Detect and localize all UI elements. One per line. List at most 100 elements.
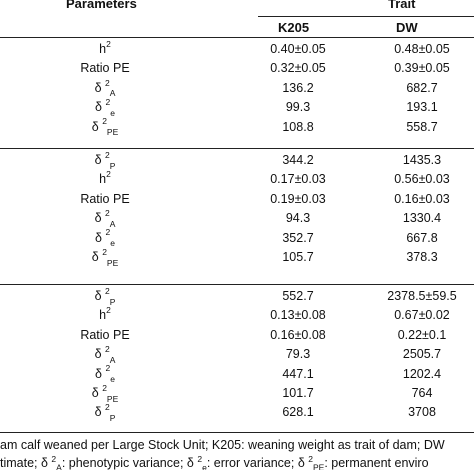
k205-value: 0.13±0.08 [270, 308, 326, 323]
table-row: δ 2PE 101.7 764 [0, 384, 474, 403]
parameter-cell: δ 2P [55, 151, 155, 170]
parameter-symbol: δ [94, 347, 102, 362]
footnote-fragment: e [202, 462, 207, 470]
parameter-subscript: P [109, 412, 116, 423]
parameter-superscript: 2 [105, 97, 111, 108]
parameter-superscript: 2 [105, 363, 111, 374]
parameter-symbol: δ [95, 366, 102, 381]
parameter-symbol: δ [91, 119, 99, 134]
footnote-fragment: : phenotypic variance; δ [61, 456, 198, 470]
k205-value: 0.32±0.05 [270, 61, 326, 76]
table-row: Ratio PE 0.32±0.05 0.39±0.05 [0, 59, 474, 78]
parameter-symbol: h [99, 172, 107, 187]
parameter-symbol: δ [94, 153, 102, 167]
section-divider [0, 284, 474, 285]
table-row: h2 0.17±0.03 0.56±0.03 [0, 170, 474, 189]
parameter-cell: δ 2e [55, 363, 155, 385]
parameter-subscript: e [110, 374, 115, 385]
k205-value: 99.3 [285, 100, 311, 115]
parameter-cell: h2 [55, 40, 155, 59]
table-row: δ 2P 552.7 2378.5±59.5 [0, 287, 474, 306]
dw-value: 0.56±0.03 [394, 172, 450, 187]
parameter-cell: δ 2A [55, 345, 155, 364]
footnote-fragment: PE [312, 462, 325, 470]
table-row: δ 2PE 108.8 558.7 [0, 117, 474, 137]
header-rule [0, 37, 474, 38]
dw-value: 0.48±0.05 [394, 42, 450, 56]
footnote-line-2: timate; δ 2A: phenotypic variance; δ 2e:… [0, 456, 474, 470]
parameter-superscript: 2 [106, 169, 111, 180]
k205-value: 136.2 [282, 80, 314, 95]
parameter-cell: δ 2PE [55, 384, 155, 403]
k205-value: 344.2 [282, 153, 314, 167]
parameter-symbol: δ [91, 250, 99, 264]
k205-value: 628.1 [282, 405, 314, 420]
parameter-symbol: δ [94, 211, 102, 226]
k205-value: 108.8 [282, 119, 314, 134]
parameter-subscript: P [109, 160, 116, 171]
parameter-symbol: Ratio PE [80, 327, 130, 342]
parameter-subscript: e [110, 107, 115, 118]
k205-value: 79.3 [285, 347, 311, 362]
parameter-subscript: e [110, 238, 115, 249]
parameter-superscript: 2 [105, 402, 110, 413]
header-dw: DW [396, 20, 418, 35]
parameter-superscript: 2 [102, 382, 107, 393]
parameter-cell: δ 2PE [55, 117, 155, 137]
table-row: δ 2A 79.3 2505.7 [0, 345, 474, 364]
k205-value: 101.7 [282, 386, 314, 400]
dw-value: 1330.4 [402, 211, 442, 226]
parameter-superscript: 2 [105, 344, 110, 355]
parameter-superscript: 2 [102, 246, 107, 257]
dw-value: 0.67±0.02 [394, 308, 450, 323]
parameter-cell: δ 2P [55, 403, 155, 422]
dw-value: 1435.3 [402, 153, 442, 167]
footnote-fragment: 2 [197, 456, 203, 464]
footnote-line-1: am calf weaned per Large Stock Unit; K20… [0, 438, 445, 452]
table-row: Ratio PE 0.19±0.03 0.16±0.03 [0, 190, 474, 209]
dw-value: 0.39±0.05 [394, 61, 450, 76]
table-row: δ 2A 136.2 682.7 [0, 77, 474, 98]
parameter-superscript: 2 [105, 227, 111, 238]
footnote-fragment: 2 [51, 456, 57, 464]
k205-value: 94.3 [285, 211, 311, 226]
header-trait: Trait [388, 0, 416, 11]
footnote-fragment: 2 [308, 456, 313, 464]
parameter-superscript: 2 [106, 305, 111, 316]
dw-value: 667.8 [406, 230, 438, 245]
parameter-symbol: δ [95, 230, 102, 245]
parameter-cell: Ratio PE [55, 59, 155, 78]
header-k205: K205 [278, 20, 310, 35]
parameter-symbol: h [99, 308, 107, 323]
table-row: δ 2e 447.1 1202.4 [0, 363, 474, 385]
parameter-subscript: P [109, 296, 116, 307]
dw-value: 764 [411, 386, 433, 400]
parameter-cell: Ratio PE [55, 326, 155, 345]
footnote-fragment: A [56, 462, 62, 470]
dw-value: 558.7 [406, 119, 438, 134]
parameter-superscript: 2 [105, 208, 110, 219]
footnote-fragment: : permanent enviro [324, 456, 429, 470]
parameter-cell: δ 2A [55, 209, 155, 228]
parameter-cell: δ 2PE [55, 248, 155, 267]
table-row: Ratio PE 0.16±0.08 0.22±0.1 [0, 326, 474, 345]
table-bottom-rule [0, 432, 474, 433]
parameter-cell: δ 2A [55, 77, 155, 98]
parameter-superscript: 2 [105, 77, 110, 88]
table-row: δ 2e 352.7 667.8 [0, 227, 474, 249]
parameter-subscript: PE [106, 393, 119, 404]
table-row: δ 2P 344.2 1435.3 [0, 151, 474, 170]
table-row: δ 2P 628.1 3708 [0, 403, 474, 422]
parameter-symbol: δ [95, 100, 102, 115]
k205-value: 447.1 [282, 366, 314, 381]
k205-value: 0.16±0.08 [270, 327, 326, 342]
table-row: δ 2PE 105.7 378.3 [0, 248, 474, 267]
dw-value: 2378.5±59.5 [387, 289, 457, 303]
table-row: h2 0.40±0.05 0.48±0.05 [0, 40, 474, 59]
parameter-cell: Ratio PE [55, 190, 155, 209]
parameter-subscript: A [109, 218, 116, 229]
parameter-cell: h2 [55, 170, 155, 189]
parameter-subscript: PE [106, 257, 119, 268]
parameter-subscript: A [109, 354, 116, 365]
table-row: δ 2A 94.3 1330.4 [0, 209, 474, 228]
